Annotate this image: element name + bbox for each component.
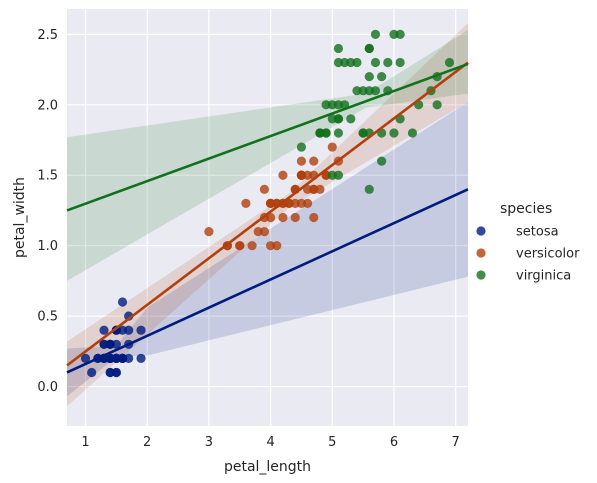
data-point-virginica <box>315 128 325 138</box>
data-point-setosa <box>105 367 115 378</box>
data-point-versicolor <box>241 198 251 209</box>
legend-label-virginica: virginica <box>516 269 571 284</box>
confidence-band-setosa <box>67 101 468 397</box>
data-point-virginica <box>370 57 381 68</box>
y-tick-label: 0.5 <box>37 310 58 325</box>
legend-label-setosa: setosa <box>516 225 559 240</box>
data-point-virginica <box>364 86 374 96</box>
data-point-setosa <box>136 353 146 363</box>
data-point-versicolor <box>327 142 337 152</box>
data-point-setosa <box>99 325 109 335</box>
x-tick-label: 2 <box>143 435 151 450</box>
data-point-versicolor <box>253 226 263 237</box>
x-tick-label: 4 <box>266 435 274 450</box>
data-point-virginica <box>333 43 344 54</box>
data-point-virginica <box>333 170 344 180</box>
x-tick-label: 7 <box>452 435 460 450</box>
data-point-virginica <box>352 86 362 96</box>
data-point-setosa <box>87 367 97 378</box>
data-point-versicolor <box>278 170 288 180</box>
data-point-setosa <box>117 297 128 307</box>
data-point-versicolor <box>309 212 319 223</box>
data-point-setosa <box>105 353 115 363</box>
data-point-setosa <box>105 339 115 349</box>
data-point-setosa <box>80 353 91 363</box>
y-tick-label: 1.0 <box>37 239 58 254</box>
data-point-versicolor <box>290 212 300 223</box>
data-point-versicolor <box>265 212 276 223</box>
x-axis-label: petal_length <box>224 459 311 475</box>
data-point-virginica <box>370 29 381 39</box>
legend-marker-setosa <box>476 226 486 236</box>
regression-line-versicolor <box>66 61 469 367</box>
data-point-versicolor <box>259 184 270 194</box>
y-axis-label: petal_width <box>12 177 28 258</box>
legend-marker-virginica <box>476 270 486 280</box>
data-point-setosa <box>136 325 146 335</box>
data-point-versicolor <box>296 156 307 166</box>
data-point-versicolor <box>309 156 319 166</box>
legend: species setosa versicolor virginica <box>476 201 580 284</box>
data-point-virginica <box>444 57 455 68</box>
data-point-versicolor <box>272 241 282 251</box>
y-tick-labels: 0.0 0.5 1.0 1.5 2.0 2.5 <box>37 28 58 395</box>
data-point-versicolor <box>296 170 307 180</box>
data-point-versicolor <box>235 241 245 251</box>
x-tick-labels: 1 2 3 4 5 6 7 <box>81 435 459 450</box>
data-point-virginica <box>358 128 368 138</box>
y-tick-label: 1.5 <box>37 169 58 184</box>
legend-label-versicolor: versicolor <box>516 247 580 262</box>
data-point-virginica <box>395 57 405 68</box>
data-point-versicolor <box>315 184 325 194</box>
data-point-virginica <box>296 142 307 152</box>
data-point-versicolor <box>278 212 288 223</box>
legend-title: species <box>500 201 552 217</box>
data-point-virginica <box>364 43 374 54</box>
data-point-virginica <box>327 114 337 124</box>
data-point-virginica <box>377 156 387 166</box>
data-point-virginica <box>321 100 331 110</box>
y-tick-label: 2.0 <box>37 98 58 113</box>
legend-marker-versicolor <box>476 248 486 258</box>
data-point-versicolor <box>303 198 313 209</box>
x-tick-label: 6 <box>390 435 398 450</box>
regression-line-virginica <box>66 62 469 212</box>
x-tick-label: 1 <box>81 435 89 450</box>
x-tick-label: 5 <box>328 435 336 450</box>
data-point-virginica <box>364 72 374 82</box>
regression-line-setosa <box>66 188 469 374</box>
data-point-virginica <box>407 128 418 138</box>
x-tick-label: 3 <box>205 435 213 450</box>
data-point-versicolor <box>284 198 294 209</box>
data-point-virginica <box>389 128 399 138</box>
data-point-virginica <box>352 57 362 68</box>
data-point-virginica <box>377 72 387 82</box>
y-tick-label: 0.0 <box>37 380 58 395</box>
data-point-virginica <box>364 184 374 194</box>
data-point-virginica <box>383 57 393 68</box>
y-tick-label: 2.5 <box>37 28 58 43</box>
data-point-virginica <box>395 29 405 39</box>
regression-lines <box>66 61 469 374</box>
data-point-versicolor <box>204 226 214 237</box>
data-point-versicolor <box>247 241 257 251</box>
data-point-virginica <box>340 57 350 68</box>
data-point-virginica <box>346 114 356 124</box>
data-point-virginica <box>333 128 344 138</box>
data-point-virginica <box>432 100 442 110</box>
